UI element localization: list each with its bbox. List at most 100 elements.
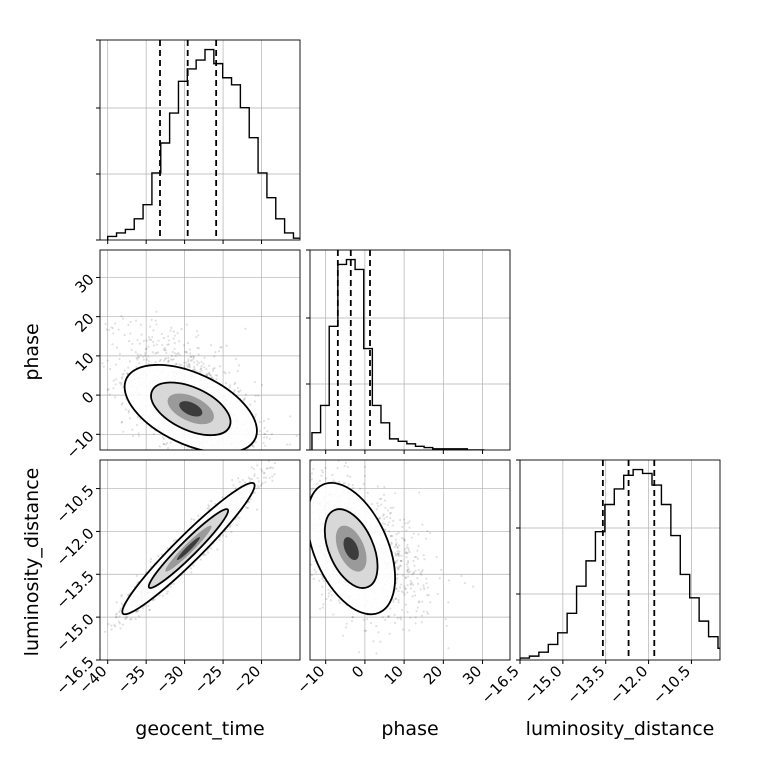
sample-point	[408, 550, 411, 554]
sample-point	[115, 346, 119, 349]
sample-point	[404, 587, 407, 590]
sample-point	[425, 582, 428, 585]
sample-point	[129, 618, 132, 621]
sample-point	[304, 490, 306, 492]
sample-point	[254, 413, 257, 416]
hist-panel-geocent-time	[96, 39, 301, 241]
sample-point	[347, 483, 351, 486]
sample-point	[237, 477, 240, 480]
sample-point	[195, 336, 198, 339]
sample-point	[198, 370, 201, 374]
density-contour	[176, 537, 201, 561]
sample-point	[394, 492, 397, 495]
sample-point	[233, 389, 236, 392]
sample-point	[408, 570, 412, 573]
sample-point	[426, 610, 429, 614]
sample-point	[351, 616, 354, 619]
sample-point	[169, 358, 173, 361]
sample-point	[220, 472, 222, 474]
sample-point	[312, 468, 315, 471]
sample-point	[384, 528, 387, 531]
sample-point	[110, 624, 113, 627]
sample-point	[142, 358, 145, 361]
sample-point	[169, 329, 172, 332]
sample-point	[396, 573, 399, 576]
panel-frame	[99, 249, 301, 451]
sample-point	[166, 360, 170, 364]
sample-point	[399, 564, 403, 567]
sample-point	[218, 538, 221, 541]
sample-point	[136, 416, 139, 419]
sample-point	[397, 531, 400, 534]
sample-point	[261, 383, 264, 387]
sample-point	[147, 345, 150, 348]
sample-point	[238, 516, 241, 520]
sample-point	[154, 319, 157, 322]
sample-point	[423, 558, 426, 561]
sample-point	[390, 541, 393, 544]
sample-point	[114, 322, 117, 325]
sample-point	[318, 579, 321, 582]
sample-point	[416, 577, 419, 580]
sample-point	[377, 631, 380, 634]
sample-point	[417, 533, 420, 536]
sample-point	[197, 334, 200, 337]
sample-point	[235, 480, 237, 482]
sample-point	[220, 452, 222, 454]
sample-point	[204, 373, 208, 376]
sample-point	[396, 566, 399, 569]
sample-point	[121, 317, 125, 320]
sample-point	[417, 568, 420, 572]
sample-point	[196, 330, 199, 333]
sample-point	[104, 322, 107, 326]
sample-point	[386, 509, 390, 512]
sample-point	[111, 343, 114, 346]
sample-point	[85, 643, 87, 645]
sample-point	[165, 351, 168, 355]
sample-point	[190, 571, 193, 574]
sample-point	[414, 622, 417, 625]
sample-point	[101, 362, 104, 365]
sample-point	[143, 354, 147, 357]
sample-point	[396, 545, 399, 549]
sample-point	[150, 318, 153, 321]
panel-frame	[99, 459, 301, 661]
sample-point	[409, 579, 412, 583]
sample-point	[302, 515, 304, 517]
sample-point	[305, 493, 307, 495]
sample-point	[277, 526, 279, 528]
sample-point	[438, 577, 441, 580]
sample-point	[319, 607, 322, 610]
sample-point	[151, 351, 154, 354]
sample-point	[255, 487, 258, 490]
sample-point	[425, 577, 428, 580]
sample-point	[447, 579, 451, 582]
sample-point	[273, 473, 276, 476]
sample-point	[271, 537, 273, 539]
sample-point	[338, 601, 341, 604]
sample-point	[216, 374, 219, 377]
sample-point	[83, 413, 85, 415]
sample-point	[114, 396, 117, 399]
sample-point	[358, 487, 362, 490]
sample-point	[152, 344, 155, 347]
sample-point	[394, 552, 397, 555]
sample-point	[231, 478, 234, 482]
sample-point	[115, 616, 118, 619]
sample-point	[206, 551, 210, 554]
sample-point	[243, 397, 246, 400]
sample-point	[390, 542, 393, 545]
sample-point	[295, 434, 298, 437]
sample-point	[408, 520, 411, 523]
sample-point	[412, 559, 415, 563]
sample-point	[370, 502, 373, 506]
y-tick-label: 20	[71, 310, 97, 336]
sample-point	[197, 452, 199, 454]
sample-point	[273, 462, 276, 465]
sample-point	[164, 349, 167, 352]
sample-point	[253, 475, 256, 478]
sample-point	[396, 617, 399, 620]
sample-point	[304, 505, 306, 507]
sample-point	[463, 581, 467, 585]
sample-point	[316, 483, 319, 486]
